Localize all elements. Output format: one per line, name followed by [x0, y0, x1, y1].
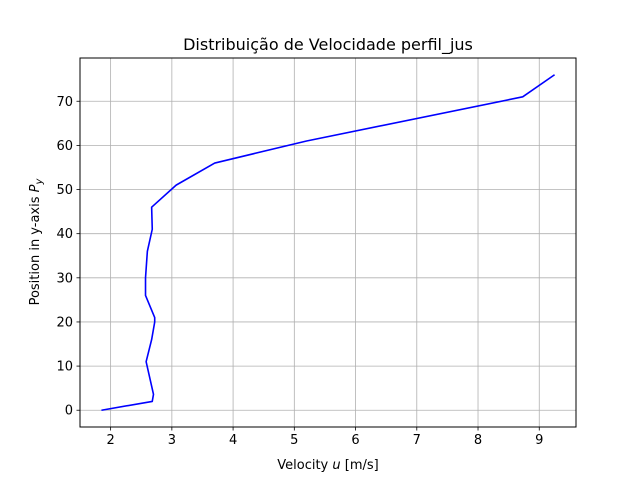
chart-title: Distribuição de Velocidade perfil_jus [183, 35, 473, 55]
y-tick-label: 20 [56, 315, 73, 330]
y-tick-label: 50 [56, 183, 73, 198]
grid-lines [80, 58, 576, 427]
y-tick-label: 70 [56, 95, 73, 110]
ticks-layer: 2 3 4 5 6 7 8 9 0 10 20 30 40 50 60 70 [56, 95, 543, 448]
plot-frame [79, 57, 577, 428]
y-axis-label-subscript: y [34, 178, 45, 186]
x-tick-label: 7 [413, 433, 421, 448]
x-axis-label-prefix: Velocity [277, 458, 332, 473]
x-axis-label: Velocity u [m/s] [277, 458, 378, 473]
x-axis-label-unit: [m/s] [341, 458, 379, 473]
y-tick-label: 10 [56, 360, 73, 375]
x-tick-label: 9 [535, 433, 543, 448]
x-tick-label: 2 [106, 433, 114, 448]
y-tick-label: 40 [56, 227, 73, 242]
y-tick-label: 30 [56, 271, 73, 286]
y-tick-label: 0 [65, 404, 73, 419]
velocity-profile-line [101, 74, 556, 412]
x-tick-label: 5 [290, 433, 298, 448]
y-tick-label: 60 [56, 139, 73, 154]
y-axis-label-prefix: Position in y-axis [28, 192, 43, 305]
x-tick-label: 4 [229, 433, 237, 448]
y-axis-label: Position in y-axis Py [28, 178, 45, 306]
series-layer [101, 74, 556, 412]
x-tick-label: 3 [168, 433, 176, 448]
x-axis-label-variable: u [332, 458, 340, 473]
x-tick-label: 8 [474, 433, 482, 448]
y-axis-label-variable: P [28, 184, 43, 192]
x-tick-label: 6 [351, 433, 359, 448]
